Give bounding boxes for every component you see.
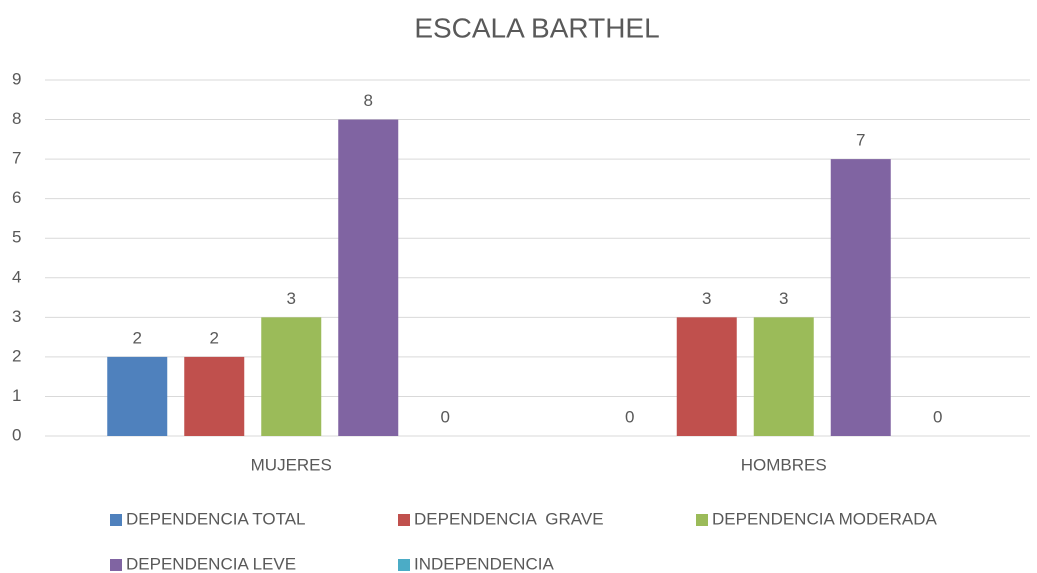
x-tick-label: MUJERES [251, 455, 332, 474]
data-label: 3 [702, 289, 711, 308]
data-label: 7 [856, 131, 865, 150]
data-label: 3 [779, 289, 788, 308]
y-tick-label: 8 [12, 109, 21, 128]
y-tick-label: 0 [12, 425, 21, 444]
legend-swatch [110, 559, 122, 571]
data-label: 0 [625, 407, 634, 426]
y-tick-label: 7 [12, 149, 21, 168]
bar [676, 317, 737, 436]
y-tick-label: 4 [12, 267, 21, 286]
legend-label: DEPENDENCIA TOTAL [126, 509, 306, 528]
y-tick-label: 5 [12, 228, 21, 247]
bar [184, 356, 245, 436]
chart-title: ESCALA BARTHEL [414, 12, 659, 43]
legend-swatch [398, 514, 410, 526]
data-label: 0 [441, 407, 450, 426]
y-tick-label: 9 [12, 69, 21, 88]
y-tick-label: 2 [12, 346, 21, 365]
data-label: 0 [933, 407, 942, 426]
legend-label: DEPENDENCIA GRAVE [414, 509, 604, 528]
data-label: 3 [287, 289, 296, 308]
bar [107, 356, 168, 436]
bar [261, 317, 322, 436]
legend-label: DEPENDENCIA MODERADA [712, 509, 937, 528]
bar [753, 317, 814, 436]
legend-label: DEPENDENCIA LEVE [126, 554, 296, 573]
data-label: 8 [364, 91, 373, 110]
y-tick-label: 3 [12, 307, 21, 326]
data-label: 2 [133, 328, 142, 347]
data-label: 2 [210, 328, 219, 347]
legend-swatch [696, 514, 708, 526]
y-tick-label: 6 [12, 188, 21, 207]
bar [830, 159, 891, 436]
legend-label: INDEPENDENCIA [414, 554, 554, 573]
legend-swatch [398, 559, 410, 571]
x-tick-label: HOMBRES [741, 455, 827, 474]
bar [338, 119, 399, 437]
legend-swatch [110, 514, 122, 526]
y-tick-label: 1 [12, 386, 21, 405]
